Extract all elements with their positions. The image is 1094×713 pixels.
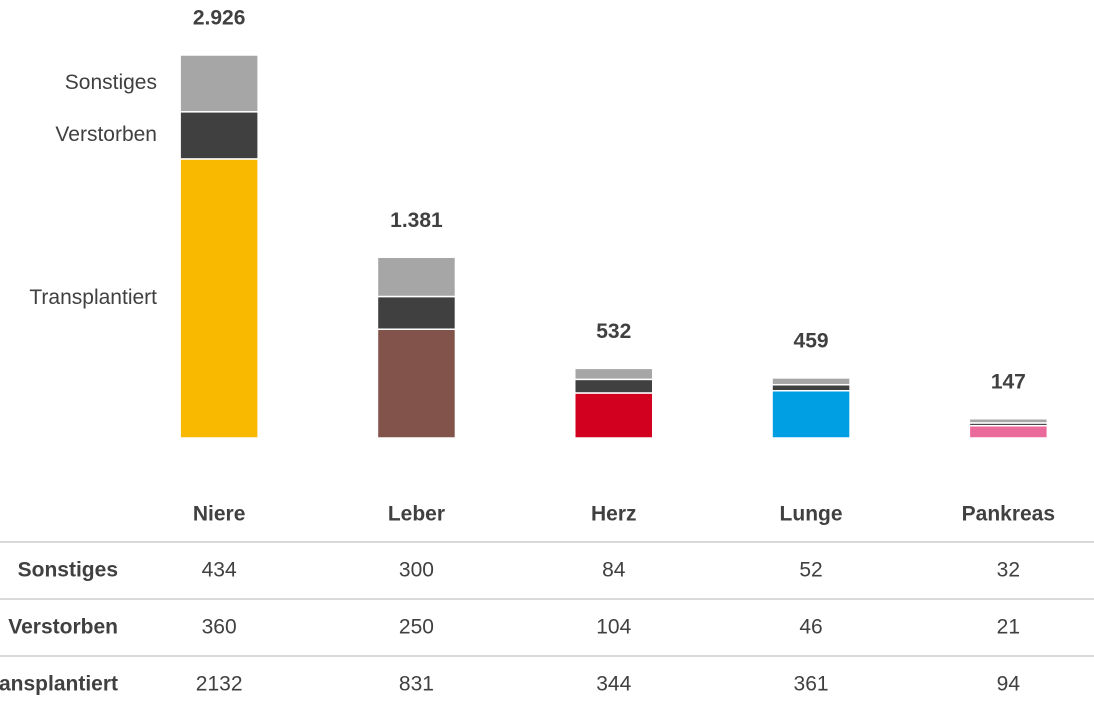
table-cell: 300 <box>399 559 434 582</box>
bar-segment <box>968 418 1049 424</box>
table-header: Leber <box>388 503 445 526</box>
bar-segment <box>376 295 457 330</box>
table-row-label: Sonstiges <box>18 559 118 582</box>
table-cell: 52 <box>799 559 822 582</box>
total-label: 2.926 <box>193 7 246 30</box>
table-header: Herz <box>591 503 637 526</box>
table-cell: 104 <box>596 616 631 639</box>
table-cell: 344 <box>596 673 631 696</box>
table-header: Pankreas <box>962 503 1055 526</box>
table-cell: 831 <box>399 673 434 696</box>
bar-segment <box>376 256 457 298</box>
table-cell: 250 <box>399 616 434 639</box>
table-cell: 361 <box>794 673 829 696</box>
table-cell: 360 <box>202 616 237 639</box>
table-cell: 94 <box>997 673 1021 696</box>
bar-segment <box>771 383 851 392</box>
table-row-label: Verstorben <box>8 616 118 639</box>
table-header: Lunge <box>780 503 843 526</box>
total-label: 532 <box>596 320 631 343</box>
total-label: 459 <box>794 329 829 352</box>
bar-segment <box>179 158 259 439</box>
bar-segment <box>771 377 851 386</box>
total-label: 147 <box>991 370 1026 393</box>
table-header: Niere <box>193 503 246 526</box>
bar-segment <box>574 392 654 439</box>
legend-label: Verstorben <box>55 123 157 146</box>
bar-segment <box>574 378 654 394</box>
bar-segment <box>574 367 654 381</box>
total-label: 1.381 <box>390 209 443 232</box>
table-cell: 2132 <box>196 673 243 696</box>
legend-label: Transplantiert <box>29 286 157 309</box>
bar-segment <box>179 111 259 160</box>
table-cell: 21 <box>997 616 1020 639</box>
bar-segment <box>376 328 457 439</box>
bar-segment <box>771 389 851 439</box>
table-cell: 434 <box>202 559 237 582</box>
bar-segment <box>179 54 259 113</box>
table-cell: 32 <box>997 559 1020 582</box>
table-cell: 46 <box>799 616 822 639</box>
table-cell: 84 <box>602 559 626 582</box>
legend-label: Sonstiges <box>65 71 157 94</box>
table-row-label: Transplantiert <box>0 673 118 696</box>
bar-segment <box>968 424 1049 439</box>
